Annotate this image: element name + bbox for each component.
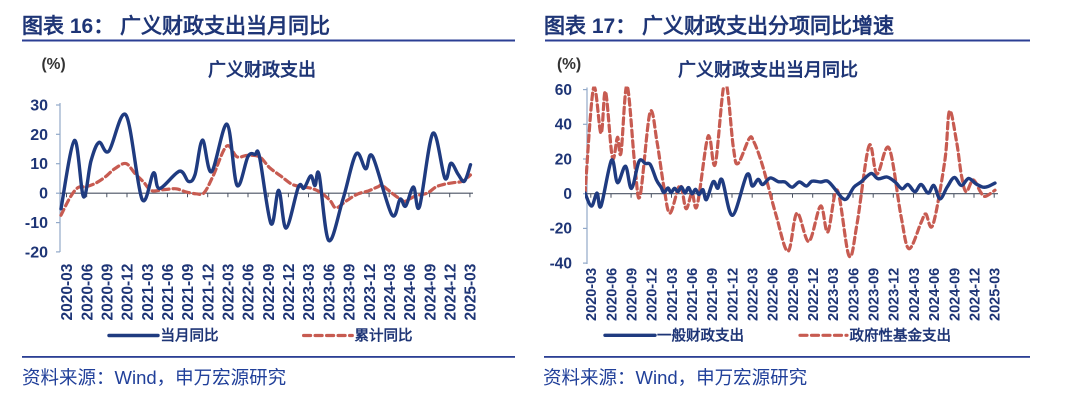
svg-text:2021-12: 2021-12 [725,268,741,321]
svg-text:2023-12: 2023-12 [887,268,903,321]
svg-text:2020-09: 2020-09 [100,263,117,320]
svg-text:2024-09: 2024-09 [422,263,439,320]
svg-text:2022-09: 2022-09 [261,263,278,320]
svg-text:2020-06: 2020-06 [79,263,96,320]
svg-text:2021-09: 2021-09 [180,263,197,320]
svg-text:2021-06: 2021-06 [685,268,701,321]
svg-text:2023-09: 2023-09 [867,268,883,321]
svg-text:政府性基金支出: 政府性基金支出 [850,326,952,344]
svg-text:2021-06: 2021-06 [160,263,177,320]
svg-text:一般财政支出: 一般财政支出 [657,326,744,344]
svg-text:0: 0 [39,186,48,203]
svg-text:2025-03: 2025-03 [463,263,480,320]
svg-text:2021-12: 2021-12 [200,264,217,321]
svg-text:2024-06: 2024-06 [927,268,943,321]
svg-text:60: 60 [555,82,572,99]
svg-text:2024-09: 2024-09 [947,268,963,321]
svg-text:2021-09: 2021-09 [705,268,721,321]
svg-text:2020-12: 2020-12 [120,264,137,321]
svg-text:2023-03: 2023-03 [301,263,318,320]
svg-text:2020-03: 2020-03 [584,268,600,321]
svg-text:2020-12: 2020-12 [645,268,661,321]
svg-text:-10: -10 [25,215,48,232]
svg-text:(%): (%) [557,56,581,73]
svg-text:2020-09: 2020-09 [625,268,641,321]
svg-text:2022-03: 2022-03 [221,263,238,320]
svg-text:30: 30 [30,98,48,115]
svg-text:10: 10 [30,156,48,173]
svg-text:2022-09: 2022-09 [786,268,802,321]
svg-text:2023-03: 2023-03 [826,268,842,321]
svg-text:当月同比: 当月同比 [161,327,219,345]
svg-text:2021-03: 2021-03 [665,268,681,321]
svg-text:2022-12: 2022-12 [281,264,298,321]
svg-text:2024-03: 2024-03 [907,268,923,321]
svg-text:(%): (%) [42,56,66,73]
svg-text:资料来源：Wind，申万宏源研究: 资料来源：Wind，申万宏源研究 [22,367,286,388]
svg-text:2023-06: 2023-06 [846,268,862,321]
svg-text:-20: -20 [25,244,48,261]
svg-text:0: 0 [563,186,572,203]
svg-text:2024-03: 2024-03 [382,263,399,320]
svg-text:资料来源：Wind，申万宏源研究: 资料来源：Wind，申万宏源研究 [543,367,807,388]
svg-text:2022-03: 2022-03 [746,268,762,321]
svg-text:2024-12: 2024-12 [967,268,983,321]
svg-text:2022-12: 2022-12 [806,268,822,321]
svg-text:图表 16： 广义财政支出当月同比: 图表 16： 广义财政支出当月同比 [22,14,330,38]
svg-text:-20: -20 [550,221,572,238]
svg-text:广义财政支出当月同比: 广义财政支出当月同比 [678,59,858,80]
svg-text:2022-06: 2022-06 [766,268,782,321]
svg-text:20: 20 [30,127,48,144]
svg-text:20: 20 [555,151,572,168]
svg-text:2020-06: 2020-06 [604,268,620,321]
svg-text:2023-09: 2023-09 [342,263,359,320]
svg-text:2024-06: 2024-06 [402,263,419,320]
svg-text:2022-06: 2022-06 [241,263,258,320]
svg-text:图表 17： 广义财政支出分项同比增速: 图表 17： 广义财政支出分项同比增速 [544,14,894,38]
svg-text:2025-03: 2025-03 [988,268,1004,321]
svg-text:2023-12: 2023-12 [362,264,379,321]
svg-text:2024-12: 2024-12 [442,264,459,321]
svg-text:2023-06: 2023-06 [321,263,338,320]
svg-text:广义财政支出: 广义财政支出 [208,59,316,80]
svg-text:-40: -40 [550,255,572,272]
svg-text:累计同比: 累计同比 [355,327,413,345]
svg-text:40: 40 [555,117,572,134]
svg-text:2020-03: 2020-03 [59,263,76,320]
svg-text:2021-03: 2021-03 [140,263,157,320]
